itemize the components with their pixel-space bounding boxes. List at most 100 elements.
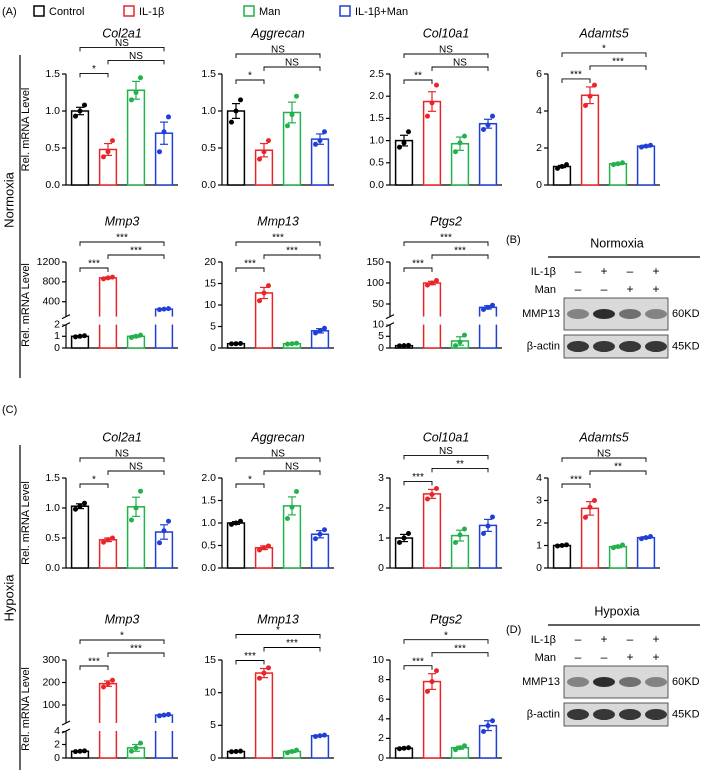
data-point — [261, 670, 267, 676]
blot-band — [593, 309, 615, 319]
data-point — [110, 138, 115, 144]
data-point — [166, 518, 171, 524]
data-point — [615, 544, 621, 550]
data-point — [639, 144, 644, 150]
data-point — [294, 747, 299, 753]
treatment-label: IL-1β — [531, 266, 556, 278]
y-tick-label: 2 — [378, 502, 384, 514]
blot-band — [619, 709, 641, 720]
significance-label: *** — [412, 656, 424, 667]
data-point — [587, 504, 593, 510]
data-point — [462, 743, 467, 749]
data-point — [129, 517, 134, 523]
significance-label: * — [92, 64, 96, 75]
y-tick-label: 1 — [378, 532, 384, 544]
data-point — [406, 531, 411, 536]
axis-break — [60, 316, 180, 325]
data-point — [397, 343, 402, 349]
data-point — [105, 681, 111, 687]
data-point — [133, 505, 139, 511]
significance-label: *** — [412, 472, 424, 483]
data-point — [166, 306, 171, 312]
data-point — [257, 156, 262, 162]
blot-band — [619, 309, 641, 319]
data-point — [294, 93, 299, 99]
y-tick-label: 0 — [210, 752, 216, 764]
data-point — [257, 675, 262, 681]
band-size: 60KD — [672, 676, 700, 688]
data-point — [397, 144, 402, 150]
data-point — [453, 540, 458, 545]
data-point — [289, 341, 295, 347]
blot-band — [593, 341, 615, 352]
data-point — [643, 143, 649, 149]
y-tick-label: 5 — [210, 320, 216, 332]
significance-label: NS — [115, 38, 129, 49]
bar — [70, 110, 90, 186]
significance-label: * — [120, 631, 124, 642]
data-point — [261, 545, 267, 551]
data-point — [77, 108, 83, 114]
y-tick-label: 2.5 — [369, 68, 384, 80]
panel-label: (A) — [2, 6, 17, 18]
data-point — [133, 745, 139, 751]
data-point — [611, 545, 616, 551]
significance-label: *** — [130, 246, 142, 257]
data-point — [233, 520, 239, 526]
data-point — [453, 149, 458, 155]
data-point — [77, 503, 83, 509]
treatment-sign: – — [627, 632, 634, 646]
y-tick-label: 0.5 — [201, 142, 216, 154]
data-point — [434, 486, 439, 491]
chart-title: Mmp3 — [105, 612, 140, 626]
treatment-sign: – — [575, 282, 582, 296]
bar — [422, 493, 442, 569]
data-point — [105, 149, 111, 155]
significance-bracket — [79, 72, 109, 78]
significance-label: NS — [439, 446, 453, 457]
data-point — [133, 90, 139, 95]
data-point — [317, 733, 323, 739]
treatment-sign: + — [652, 632, 659, 646]
bar — [478, 306, 498, 349]
treatment-sign: – — [575, 632, 582, 646]
chart-title: Col2a1 — [102, 26, 142, 40]
data-point — [429, 679, 435, 685]
significance-label: * — [444, 630, 448, 641]
y-tick-label: 2 — [54, 738, 60, 750]
data-point — [583, 102, 588, 108]
bar — [636, 536, 656, 569]
significance-bracket — [79, 46, 165, 52]
y-tick-label: 5 — [378, 330, 384, 342]
bar — [254, 672, 274, 759]
data-point — [592, 498, 597, 503]
y-tick-label: 0 — [210, 342, 216, 354]
y-tick-label: 0.5 — [45, 532, 60, 544]
y-tick-label: 0.5 — [45, 142, 60, 154]
significance-bracket — [235, 660, 265, 665]
significance-bracket — [431, 652, 489, 657]
data-point — [101, 154, 106, 160]
data-point — [238, 340, 243, 346]
blot-band — [567, 341, 589, 352]
significance-label: NS — [597, 449, 611, 460]
treatment-sign: + — [600, 632, 607, 646]
significance-label: *** — [440, 233, 452, 244]
data-point — [559, 543, 565, 548]
blot-band — [645, 677, 667, 687]
y-tick-label: 1.5 — [201, 494, 216, 506]
significance-label: *** — [454, 246, 466, 257]
significance-bracket — [79, 241, 165, 246]
significance-label: *** — [570, 70, 582, 81]
y-tick-label: 2 — [378, 732, 384, 744]
bar — [98, 682, 118, 759]
data-point — [555, 543, 560, 549]
data-point — [313, 141, 318, 147]
y-tick-label: 0.0 — [201, 179, 216, 191]
data-point — [266, 543, 271, 549]
data-point — [73, 506, 78, 512]
bar — [154, 308, 174, 349]
significance-label: *** — [244, 259, 256, 270]
y-tick-label: 2 — [536, 517, 542, 529]
significance-bracket — [431, 467, 489, 473]
